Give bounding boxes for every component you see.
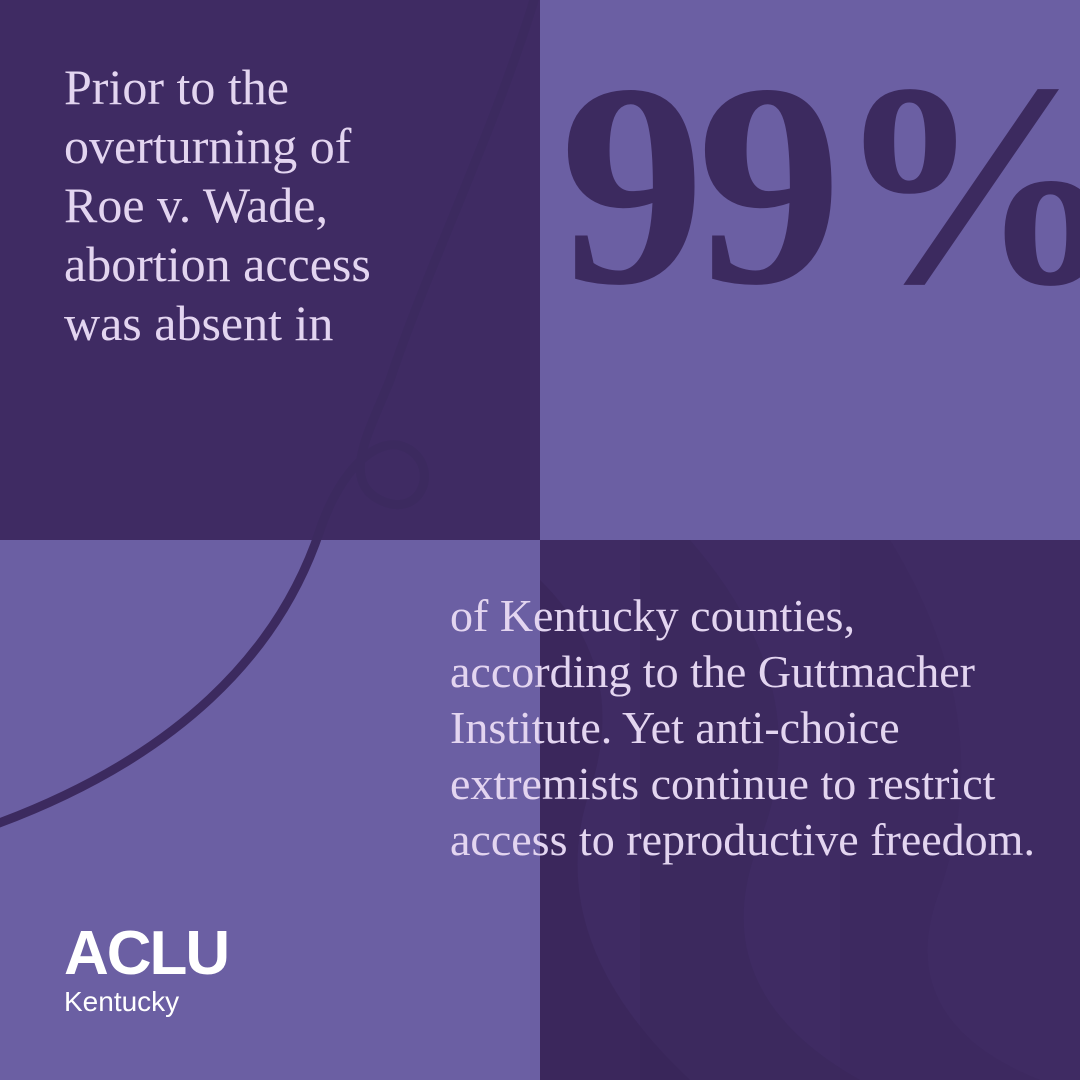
logo-main-text: ACLU <box>64 926 228 982</box>
infographic-canvas: Prior to the overturning of Roe v. Wade,… <box>0 0 1080 1080</box>
stat-value: 99% <box>560 40 1080 330</box>
aclu-logo: ACLU Kentucky <box>64 926 228 1018</box>
followup-text: of Kentucky counties, according to the G… <box>450 588 1040 869</box>
intro-text: Prior to the overturning of Roe v. Wade,… <box>64 58 424 353</box>
logo-subtitle: Kentucky <box>64 986 228 1018</box>
